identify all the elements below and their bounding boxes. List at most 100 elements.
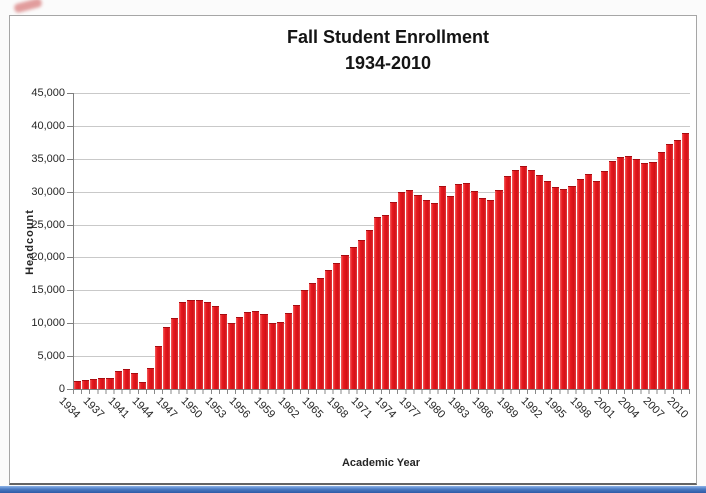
bar-1965 bbox=[317, 277, 325, 389]
bar-1995 bbox=[560, 189, 568, 389]
bar-1964 bbox=[309, 283, 317, 389]
bar-2007 bbox=[657, 151, 665, 389]
y-tick-mark bbox=[67, 323, 73, 325]
bar-1974 bbox=[390, 202, 398, 389]
y-tick-label: 10,000 bbox=[31, 317, 65, 330]
bar-1987 bbox=[495, 190, 503, 389]
y-tick-label: 40,000 bbox=[31, 119, 65, 132]
bar-1971 bbox=[365, 229, 373, 389]
bar-1975 bbox=[398, 191, 406, 389]
bar-1954 bbox=[228, 322, 236, 389]
bar-1994 bbox=[552, 187, 560, 389]
bar-1955 bbox=[236, 316, 244, 389]
bar-1988 bbox=[503, 175, 511, 389]
bar-1970 bbox=[357, 239, 365, 389]
bar-1990 bbox=[519, 166, 527, 389]
chart-title-block: Fall Student Enrollment 1934-2010 bbox=[80, 24, 696, 76]
x-axis-tick-marks bbox=[73, 390, 690, 394]
bar-1951 bbox=[203, 301, 211, 389]
y-tick-mark bbox=[67, 389, 73, 390]
bar-1958 bbox=[260, 314, 268, 389]
y-tick-label: 20,000 bbox=[31, 251, 65, 264]
bar-1999 bbox=[592, 181, 600, 389]
y-tick-mark bbox=[67, 158, 73, 160]
bar-1945 bbox=[155, 346, 163, 389]
x-tick-label-1953: 1953 bbox=[202, 395, 229, 421]
x-tick-label-1971: 1971 bbox=[348, 395, 375, 421]
x-tick-label-1959: 1959 bbox=[251, 395, 277, 421]
bar-1952 bbox=[211, 306, 219, 389]
bar-1961 bbox=[284, 313, 292, 389]
bar-1959 bbox=[268, 322, 276, 389]
x-tick-label-1995: 1995 bbox=[542, 395, 569, 421]
y-tick-mark bbox=[67, 93, 73, 94]
bar-2000 bbox=[600, 170, 608, 389]
bar-1935 bbox=[82, 380, 90, 389]
x-tick-label-1986: 1986 bbox=[469, 395, 496, 421]
y-tick-mark bbox=[67, 257, 73, 259]
x-axis-title: Academic Year bbox=[341, 457, 421, 469]
x-tick-label-1974: 1974 bbox=[372, 395, 399, 421]
y-tick-mark bbox=[67, 290, 73, 292]
bar-1938 bbox=[106, 377, 114, 389]
bar-1991 bbox=[527, 169, 535, 389]
x-tick-label-1947: 1947 bbox=[153, 395, 180, 421]
y-tick-label: 5,000 bbox=[37, 350, 65, 363]
x-tick-label-1937: 1937 bbox=[80, 395, 107, 421]
bar-1993 bbox=[544, 180, 552, 389]
y-tick-mark bbox=[67, 356, 73, 358]
bar-1968 bbox=[341, 254, 349, 389]
bar-1986 bbox=[487, 199, 495, 389]
bar-1957 bbox=[252, 310, 260, 389]
bar-1989 bbox=[511, 169, 519, 389]
bar-1992 bbox=[536, 175, 544, 389]
y-tick-mark bbox=[67, 125, 73, 127]
bar-1937 bbox=[98, 378, 106, 389]
bar-1950 bbox=[195, 299, 203, 389]
window-bottom-strip bbox=[0, 486, 706, 493]
chart-panel: Fall Student Enrollment 1934-2010 Headco… bbox=[9, 15, 697, 485]
bar-1973 bbox=[382, 214, 390, 389]
x-tick-label-2001: 2001 bbox=[591, 395, 618, 421]
bar-1949 bbox=[187, 300, 195, 389]
bar-2008 bbox=[665, 144, 673, 389]
x-tick-label-1998: 1998 bbox=[567, 395, 593, 421]
gridline bbox=[74, 125, 690, 127]
bar-1947 bbox=[171, 317, 179, 389]
x-tick-label-1956: 1956 bbox=[226, 395, 253, 421]
x-tick-label-2010: 2010 bbox=[664, 395, 691, 421]
y-tick-label: 35,000 bbox=[31, 152, 65, 165]
y-tick-label: 15,000 bbox=[31, 284, 65, 297]
x-tick-label-1980: 1980 bbox=[421, 395, 448, 421]
bar-1997 bbox=[576, 179, 584, 389]
bar-1960 bbox=[276, 321, 284, 389]
x-tick-label-2004: 2004 bbox=[615, 395, 642, 421]
bar-2006 bbox=[649, 162, 657, 389]
bar-1962 bbox=[292, 304, 300, 389]
bar-1972 bbox=[373, 216, 381, 389]
bar-1981 bbox=[446, 195, 454, 389]
bar-1963 bbox=[300, 290, 309, 389]
bar-1967 bbox=[333, 263, 341, 389]
bar-1942 bbox=[130, 373, 138, 389]
x-tick-label-1983: 1983 bbox=[445, 395, 472, 421]
bar-2001 bbox=[608, 160, 617, 389]
bar-2003 bbox=[625, 156, 633, 389]
bar-1946 bbox=[163, 326, 171, 389]
bar-1982 bbox=[454, 183, 463, 389]
x-tick-label-1977: 1977 bbox=[396, 395, 423, 421]
chart-subtitle: 1934-2010 bbox=[344, 53, 432, 73]
x-tick-label-1989: 1989 bbox=[494, 395, 521, 421]
bar-1983 bbox=[463, 183, 471, 389]
x-tick-label-1992: 1992 bbox=[518, 395, 545, 421]
x-tick-label-1950: 1950 bbox=[178, 395, 204, 421]
bar-1998 bbox=[584, 173, 592, 389]
x-tick-label-1968: 1968 bbox=[324, 395, 350, 421]
bar-1944 bbox=[146, 367, 155, 389]
y-tick-mark bbox=[67, 224, 73, 226]
bar-1977 bbox=[414, 194, 422, 389]
y-tick-mark bbox=[67, 191, 73, 193]
bar-1966 bbox=[325, 269, 333, 389]
y-tick-label: 45,000 bbox=[31, 87, 65, 99]
bar-1984 bbox=[471, 191, 479, 389]
